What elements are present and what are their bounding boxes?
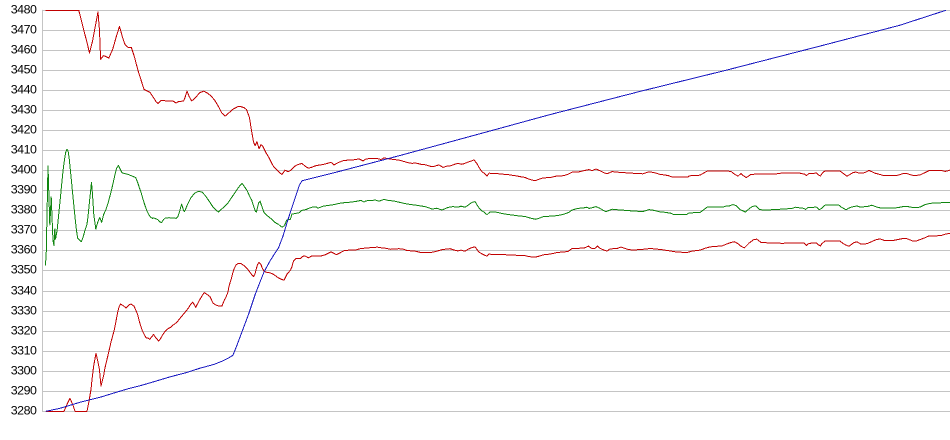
svg-text:3290: 3290 bbox=[11, 383, 37, 397]
svg-text:3390: 3390 bbox=[11, 182, 37, 196]
svg-text:3450: 3450 bbox=[11, 62, 37, 76]
svg-text:3360: 3360 bbox=[11, 242, 37, 256]
svg-text:3430: 3430 bbox=[11, 102, 37, 116]
svg-text:3400: 3400 bbox=[11, 162, 37, 176]
svg-text:3350: 3350 bbox=[11, 262, 37, 276]
svg-text:3380: 3380 bbox=[11, 202, 37, 216]
svg-text:3340: 3340 bbox=[11, 283, 37, 297]
svg-text:3410: 3410 bbox=[11, 142, 37, 156]
svg-text:3440: 3440 bbox=[11, 82, 37, 96]
svg-text:3320: 3320 bbox=[11, 323, 37, 337]
svg-text:3280: 3280 bbox=[11, 403, 37, 417]
svg-text:3470: 3470 bbox=[11, 22, 37, 36]
svg-text:3310: 3310 bbox=[11, 343, 37, 357]
svg-text:3330: 3330 bbox=[11, 303, 37, 317]
svg-text:3480: 3480 bbox=[11, 2, 37, 16]
svg-text:3460: 3460 bbox=[11, 42, 37, 56]
svg-text:3420: 3420 bbox=[11, 122, 37, 136]
svg-text:3300: 3300 bbox=[11, 363, 37, 377]
svg-text:3370: 3370 bbox=[11, 222, 37, 236]
